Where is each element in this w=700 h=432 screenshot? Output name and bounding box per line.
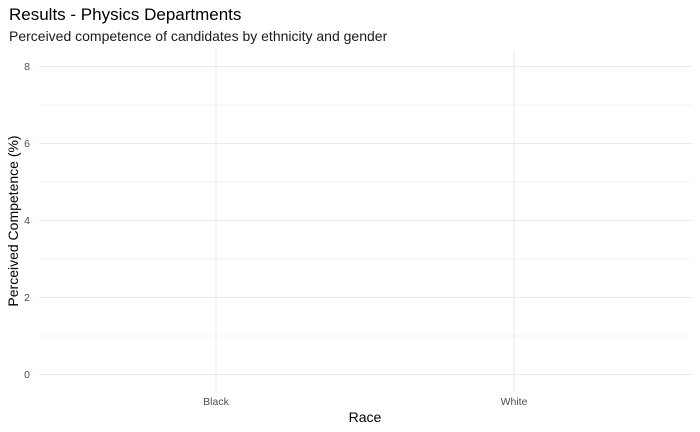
x-axis-tick-labels: Black White xyxy=(203,396,527,408)
x-tick-label: Black xyxy=(203,396,229,408)
y-tick-label: 0 xyxy=(24,369,30,381)
chart-title: Results - Physics Departments xyxy=(9,5,242,24)
minor-gridlines xyxy=(39,104,692,337)
y-tick-label: 2 xyxy=(24,292,30,304)
x-axis-title: Race xyxy=(349,409,382,425)
y-tick-label: 6 xyxy=(24,138,30,150)
chart-subtitle: Perceived competence of candidates by et… xyxy=(9,28,388,44)
y-tick-label: 8 xyxy=(24,61,30,73)
major-gridlines xyxy=(39,50,692,393)
y-axis-tick-labels: 0 2 4 6 8 xyxy=(24,61,30,381)
y-tick-label: 4 xyxy=(24,215,30,227)
x-tick-label: White xyxy=(501,396,528,408)
y-axis-title: Perceived Competence (%) xyxy=(5,135,21,306)
